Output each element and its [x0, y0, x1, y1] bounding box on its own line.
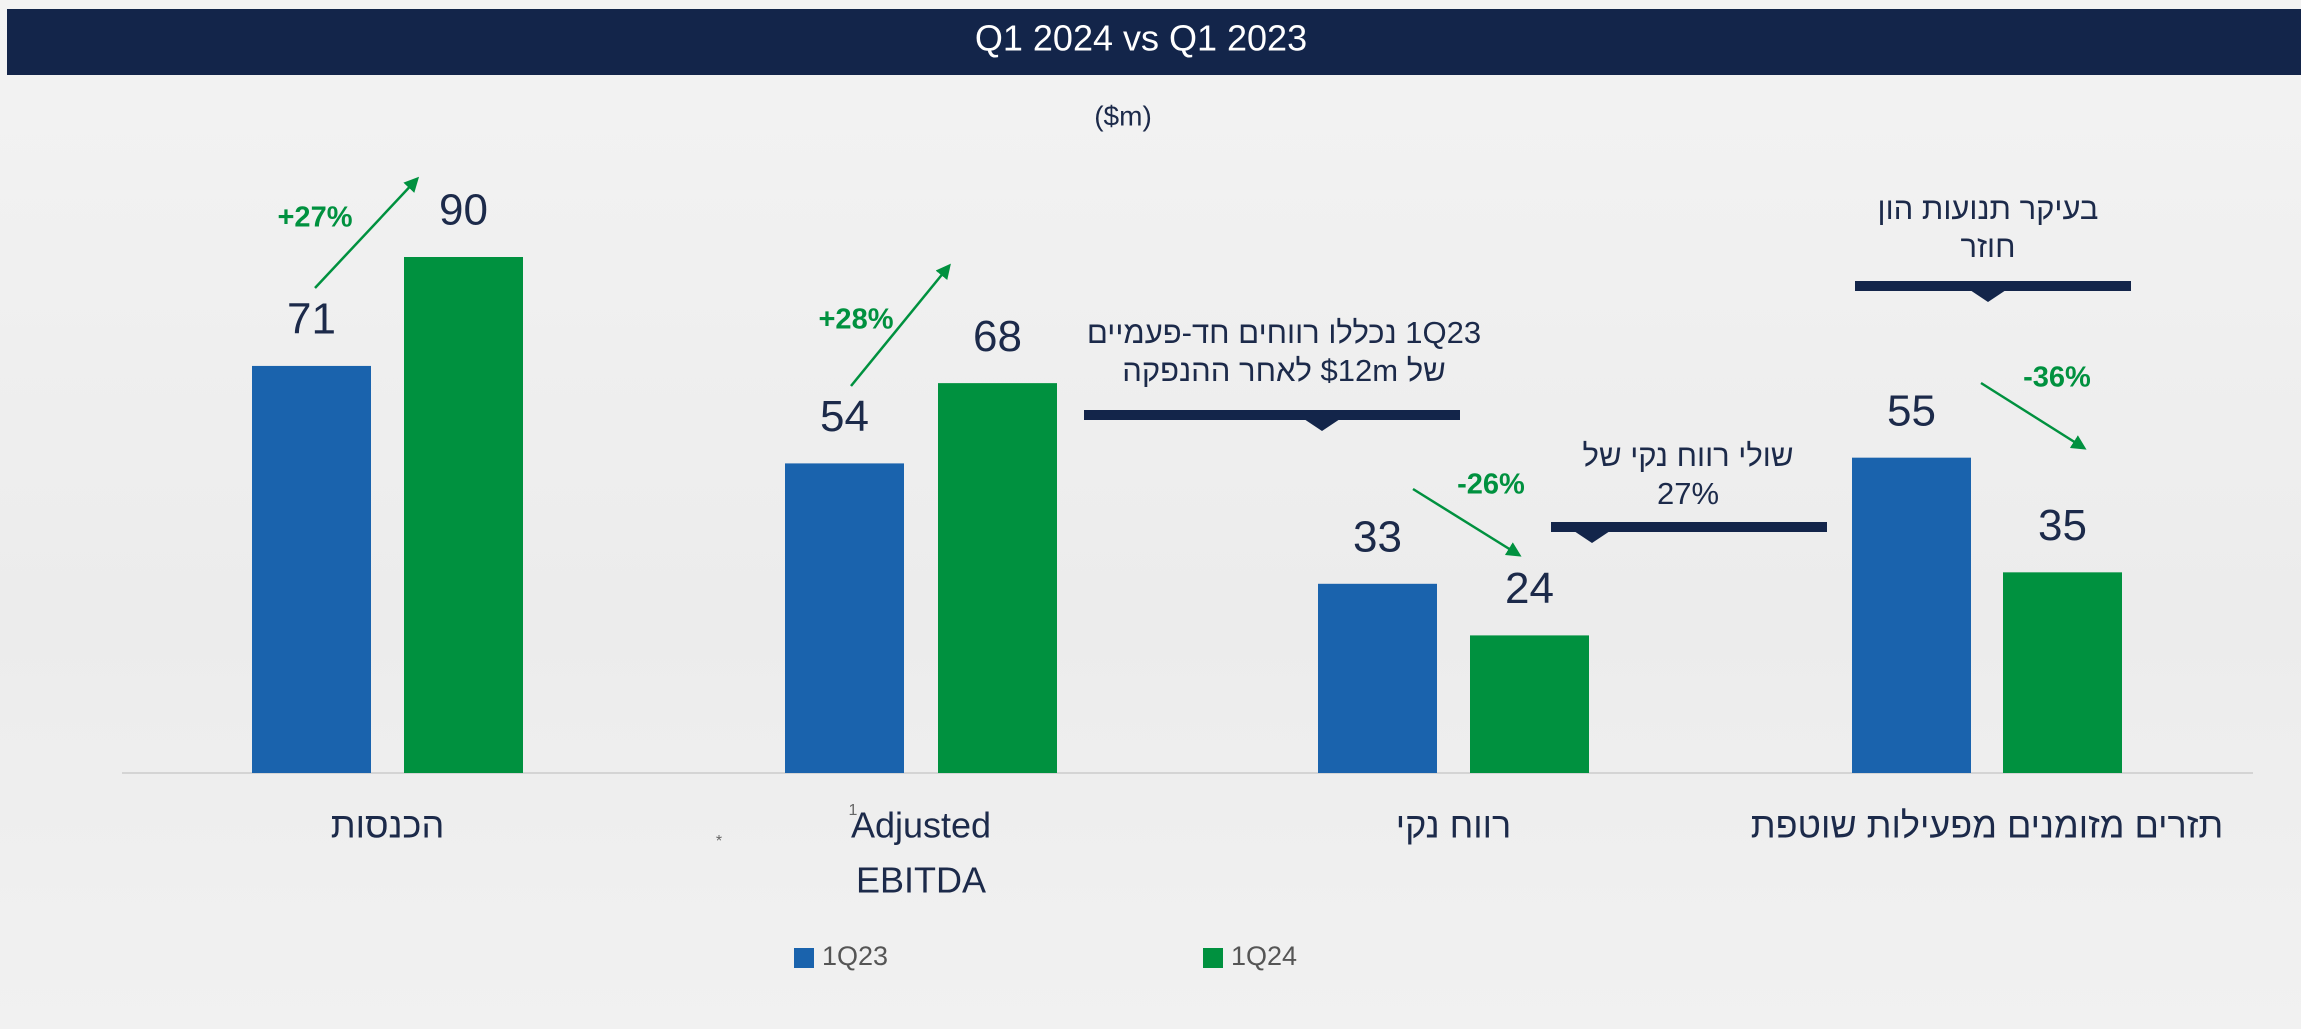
subtitle: ($m) — [1094, 100, 1152, 131]
callout-text: של $12m לאחר ההנפקה — [1122, 353, 1446, 388]
category-label: EBITDA — [856, 860, 986, 901]
callout-bar — [1084, 410, 1460, 420]
bar — [404, 257, 523, 773]
category-label: רווח נקי — [1396, 805, 1512, 846]
value-label: 54 — [820, 392, 869, 441]
category-label: Adjusted — [851, 805, 991, 846]
callout-text: 27% — [1657, 476, 1719, 511]
value-label: 55 — [1887, 386, 1936, 435]
change-arrow — [850, 263, 951, 387]
change-arrow — [314, 176, 420, 289]
callout-notch — [1574, 531, 1610, 543]
change-label: -36% — [2023, 362, 2091, 394]
footnote-mark: * — [716, 833, 722, 850]
bar — [1318, 583, 1437, 773]
callout-text: שולי רווח נקי של — [1583, 438, 1794, 473]
chart-title: Q1 2024 vs Q1 2023 — [975, 18, 1307, 59]
callout-bar — [1551, 522, 1827, 532]
callout-text: 1Q23 נכללו רווחים חד-פעמיים — [1087, 315, 1481, 350]
callout-text: בעיקר תנועות הון — [1878, 191, 2099, 226]
callout-bar — [1855, 281, 2131, 291]
legend-label: 1Q23 — [822, 941, 888, 971]
bar — [1470, 635, 1589, 773]
callout-text: חוזר — [1960, 229, 2015, 264]
title-bar — [7, 9, 2301, 75]
bar — [785, 463, 904, 773]
category-label: תזרים מזומנים מפעילות שוטפת — [1751, 805, 2224, 846]
change-arrow — [1980, 381, 2087, 450]
bar — [938, 383, 1057, 773]
change-label: +27% — [278, 202, 353, 234]
footnote-mark: 1 — [849, 802, 858, 819]
value-label: 24 — [1505, 564, 1554, 613]
legend-label: 1Q24 — [1231, 941, 1297, 971]
change-label: +28% — [819, 304, 894, 336]
bar — [1852, 457, 1971, 773]
change-arrow — [1412, 487, 1522, 557]
legend-swatch — [1203, 948, 1223, 968]
change-label: -26% — [1457, 469, 1525, 501]
value-label: 68 — [973, 312, 1022, 361]
value-label: 90 — [439, 186, 488, 235]
bar — [252, 365, 371, 773]
category-label: הכנסות — [331, 805, 445, 846]
callout-notch — [1304, 419, 1340, 431]
legend-swatch — [794, 948, 814, 968]
bar — [2003, 572, 2122, 773]
value-label: 33 — [1353, 512, 1402, 561]
value-label: 71 — [287, 295, 336, 344]
callout-notch — [1970, 290, 2006, 302]
value-label: 35 — [2038, 501, 2087, 550]
